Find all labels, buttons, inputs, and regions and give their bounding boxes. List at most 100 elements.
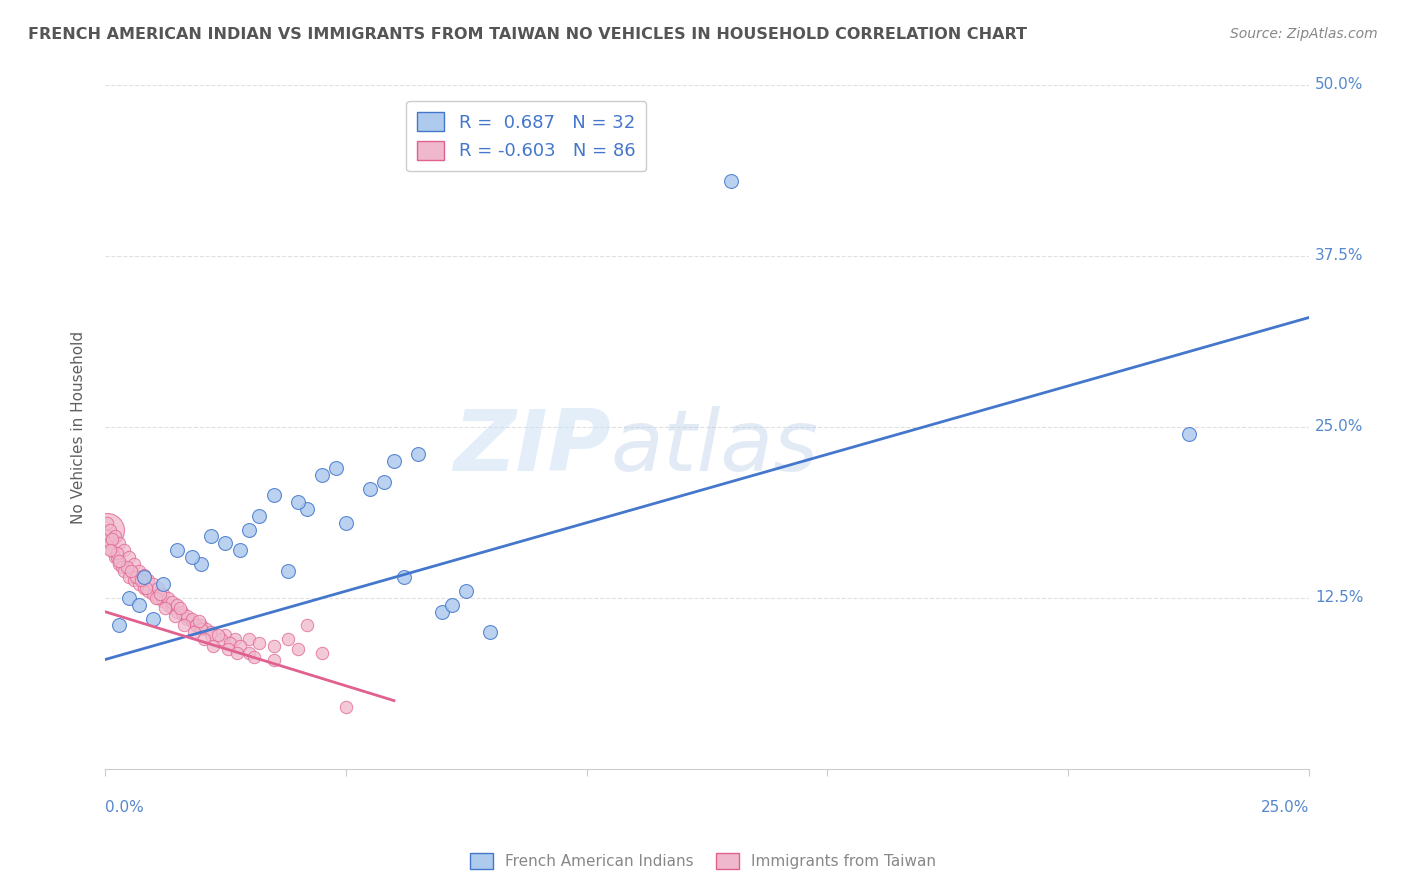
Point (263, 652, 285, 666)
Point (129, 573, 152, 587)
Point (392, 570, 415, 584)
Point (440, 598, 463, 612)
Point (96, 516, 118, 530)
Point (200, 628, 222, 642)
Point (122, 557, 145, 571)
Point (214, 536, 236, 550)
Point (180, 549, 202, 564)
Point (219, 636, 242, 650)
Point (325, 461, 347, 475)
Point (224, 632, 246, 646)
Point (135, 582, 157, 596)
Point (186, 618, 208, 632)
Point (105, 549, 128, 564)
Point (146, 582, 169, 596)
Point (202, 639, 225, 653)
Point (214, 628, 236, 642)
Point (406, 447, 429, 461)
Text: Source: ZipAtlas.com: Source: ZipAtlas.com (1230, 27, 1378, 41)
Text: 50.0%: 50.0% (1315, 78, 1364, 93)
Point (720, 174, 742, 188)
Point (128, 598, 150, 612)
Point (108, 536, 131, 550)
Point (153, 600, 176, 615)
Point (118, 591, 141, 605)
Point (335, 516, 357, 530)
Point (243, 649, 266, 664)
Point (193, 632, 215, 646)
Point (287, 495, 309, 509)
Text: 0.0%: 0.0% (105, 799, 143, 814)
Point (145, 591, 167, 605)
Text: FRENCH AMERICAN INDIAN VS IMMIGRANTS FROM TAIWAN NO VEHICLES IN HOUSEHOLD CORREL: FRENCH AMERICAN INDIAN VS IMMIGRANTS FRO… (28, 27, 1028, 42)
Point (277, 632, 299, 646)
Point (115, 559, 138, 574)
Point (152, 587, 174, 601)
Point (190, 618, 212, 632)
Point (156, 598, 179, 612)
Point (297, 618, 319, 632)
Point (311, 467, 333, 482)
Point (142, 577, 165, 591)
Point (207, 628, 229, 642)
Point (238, 523, 260, 537)
Point (112, 543, 135, 558)
Text: 25.0%: 25.0% (1261, 799, 1309, 814)
Point (430, 605, 453, 619)
Point (200, 529, 222, 543)
Point (162, 600, 184, 615)
Text: 12.5%: 12.5% (1315, 591, 1364, 606)
Point (163, 608, 186, 623)
Point (152, 577, 174, 591)
Point (277, 564, 299, 578)
Point (132, 567, 155, 582)
Point (128, 577, 150, 591)
Point (142, 611, 165, 625)
Point (1177, 426, 1199, 441)
Point (176, 611, 198, 625)
Point (217, 641, 239, 656)
Text: ZIP: ZIP (453, 406, 610, 489)
Point (128, 564, 150, 578)
Point (146, 591, 169, 605)
Point (98, 543, 121, 558)
Point (229, 639, 252, 653)
Point (152, 593, 174, 607)
Point (108, 618, 131, 632)
Point (166, 598, 188, 612)
Point (108, 554, 131, 568)
Point (180, 611, 202, 625)
Point (108, 557, 131, 571)
Point (162, 595, 184, 609)
Point (170, 607, 193, 622)
Point (132, 582, 155, 596)
Text: 37.5%: 37.5% (1315, 249, 1364, 263)
Point (101, 543, 124, 558)
Point (111, 559, 134, 574)
Point (136, 584, 159, 599)
Point (247, 508, 270, 523)
Text: atlas: atlas (610, 406, 818, 489)
Point (263, 639, 285, 653)
Point (238, 632, 260, 646)
Point (226, 646, 249, 660)
Point (118, 549, 141, 564)
Point (96, 529, 118, 543)
Point (335, 700, 357, 714)
Point (166, 605, 188, 619)
Point (166, 543, 188, 558)
Point (176, 608, 198, 623)
Point (173, 618, 195, 632)
Point (180, 614, 202, 628)
Y-axis label: No Vehicles in Household: No Vehicles in Household (72, 330, 86, 524)
Point (297, 502, 319, 516)
Point (190, 557, 212, 571)
Point (170, 605, 193, 619)
Point (104, 529, 127, 543)
Point (311, 646, 333, 660)
Legend: R =  0.687   N = 32, R = -0.603   N = 86: R = 0.687 N = 32, R = -0.603 N = 86 (406, 101, 647, 171)
Point (101, 532, 124, 546)
Point (195, 623, 218, 637)
Point (125, 570, 148, 584)
Point (456, 584, 478, 599)
